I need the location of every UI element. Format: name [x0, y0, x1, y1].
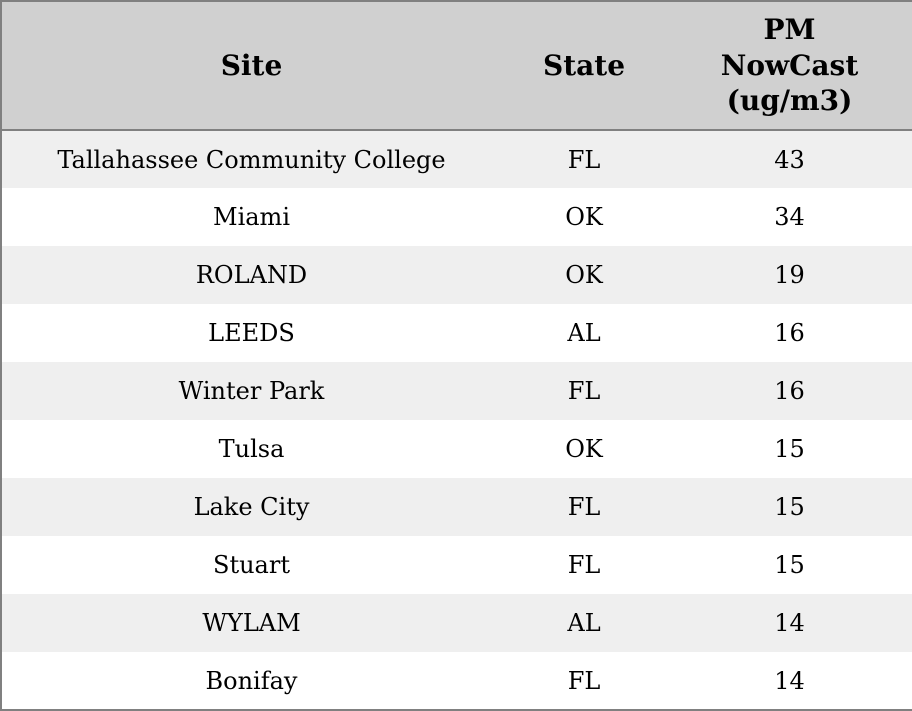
cell-state: FL [567, 551, 601, 579]
table-row: Tallahassee Community College FL 43 [1, 130, 912, 188]
cell-pm-nowcast: 43 [774, 145, 805, 174]
cell-state: AL [567, 609, 601, 637]
cell-state: FL [567, 493, 601, 521]
cell-pm-nowcast: 15 [774, 435, 805, 463]
cell-state: FL [567, 666, 601, 695]
cell-state: OK [565, 261, 603, 289]
cell-pm-nowcast: 14 [774, 666, 805, 695]
table-body: Tallahassee Community College FL 43 Miam… [1, 130, 912, 710]
cell-site: Miami [213, 203, 290, 231]
cell-site: LEEDS [208, 319, 295, 347]
cell-state: FL [567, 145, 601, 174]
cell-state: FL [567, 377, 601, 405]
column-header-pm-nowcast-label: PM NowCast (ug/m3) [720, 12, 859, 118]
column-header-state: State [501, 1, 667, 131]
cell-site: Tallahassee Community College [57, 145, 446, 174]
table-row: LEEDS AL 16 [1, 304, 912, 362]
cell-state: AL [567, 319, 601, 347]
cell-site: Winter Park [178, 377, 325, 405]
cell-pm-nowcast: 34 [774, 203, 805, 231]
table-row: Bonifay FL 14 [1, 652, 912, 710]
cell-site: WYLAM [202, 609, 301, 637]
table-row: Stuart FL 15 [1, 536, 912, 594]
column-header-pm-nowcast: PM NowCast (ug/m3) [667, 1, 912, 131]
table-header-row: Site State PM NowCast (ug/m3) [1, 1, 912, 131]
table-row: Miami OK 34 [1, 188, 912, 246]
table-header: Site State PM NowCast (ug/m3) [1, 1, 912, 131]
column-header-state-label: State [542, 48, 626, 82]
cell-pm-nowcast: 15 [774, 551, 805, 579]
column-header-site-label: Site [220, 48, 283, 82]
table-row: Tulsa OK 15 [1, 420, 912, 478]
table-row: Lake City FL 15 [1, 478, 912, 536]
cell-site: Bonifay [205, 666, 298, 695]
cell-pm-nowcast: 16 [774, 377, 805, 405]
column-header-site: Site [1, 1, 501, 131]
cell-site: Stuart [213, 551, 290, 579]
table-row: Winter Park FL 16 [1, 362, 912, 420]
table-row: ROLAND OK 19 [1, 246, 912, 304]
cell-state: OK [565, 435, 603, 463]
cell-site: Lake City [193, 493, 310, 521]
cell-state: OK [565, 203, 603, 231]
cell-pm-nowcast: 16 [774, 319, 805, 347]
table-row: WYLAM AL 14 [1, 594, 912, 652]
cell-pm-nowcast: 14 [774, 609, 805, 637]
cell-site: Tulsa [218, 435, 285, 463]
cell-pm-nowcast: 15 [774, 493, 805, 521]
cell-site: ROLAND [195, 261, 308, 289]
cell-pm-nowcast: 19 [774, 261, 805, 289]
